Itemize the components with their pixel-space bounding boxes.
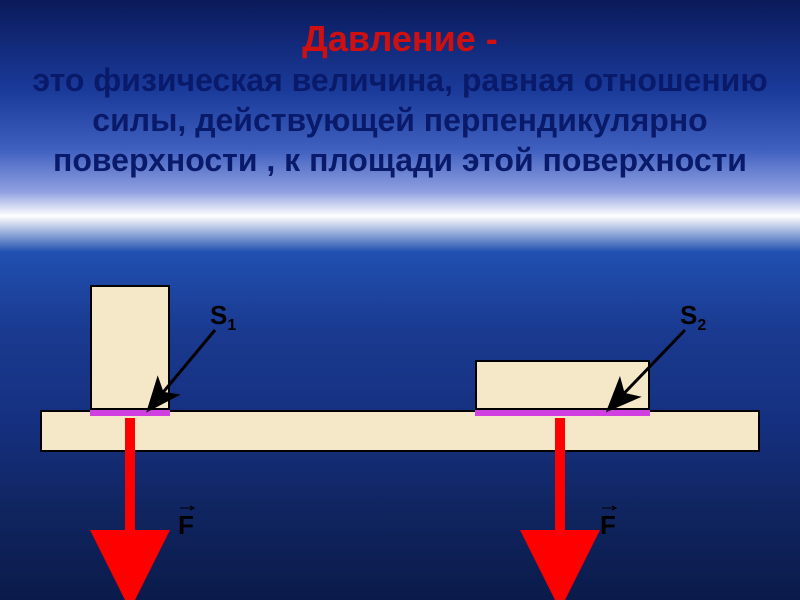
block-horizontal <box>475 360 650 410</box>
s2-label: S2 <box>680 300 706 335</box>
f2-label: F <box>600 510 616 541</box>
f1-label: F <box>178 510 194 541</box>
s1-label: S1 <box>210 300 236 335</box>
contact-area-1 <box>90 410 170 416</box>
slide-subtitle: это физическая величина, равная отношени… <box>0 60 800 180</box>
title-block: Давление - это физическая величина, равн… <box>0 0 800 180</box>
beam <box>40 410 760 452</box>
slide-title: Давление - <box>0 18 800 60</box>
block-vertical <box>90 285 170 410</box>
contact-area-2 <box>475 410 650 416</box>
